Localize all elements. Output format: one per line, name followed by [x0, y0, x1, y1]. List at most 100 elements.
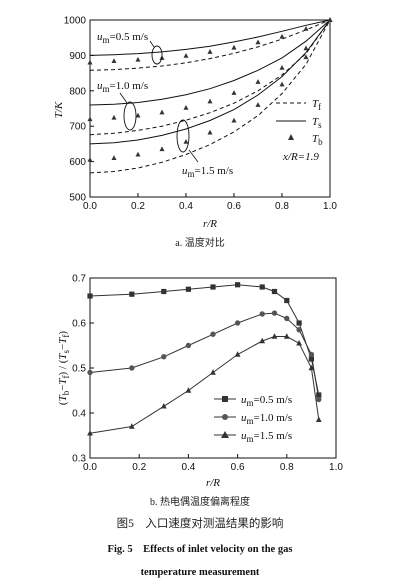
series-tb-1.5-point: [135, 151, 141, 157]
chart-a-callout-line-0.5: [149, 40, 155, 48]
chart-b-x-tick-label: 0.8: [280, 462, 294, 473]
series-2-point: [308, 364, 315, 371]
series-tb-1.5-point: [111, 155, 117, 161]
series-2-point: [87, 430, 93, 436]
chart-b: 0.3 0.4 0.5 0.6 0.7 0.0 0.2 0.4 0.6 0.8 1.0 (Tb−T…: [57, 274, 343, 509]
legend-0.5-label: um=0.5 m/s: [241, 394, 292, 408]
series-2-point: [234, 351, 241, 357]
series-tb-1.0-point: [183, 104, 189, 110]
series-0-point: [185, 286, 191, 292]
series-tb-1.0-point: [279, 64, 285, 70]
chart-a-x-tick-label: 0.6: [227, 201, 241, 212]
series-tb-1.5-point: [87, 157, 93, 162]
series-1-point: [161, 354, 167, 360]
chart-b-caption: b. 热电偶温度偏离程度: [150, 495, 250, 508]
figure-caption-en-line2: temperature measurement: [141, 567, 260, 578]
chart-b-x-tick-label: 0.4: [181, 462, 195, 473]
chart-a-velocity-label-0.5: um=0.5 m/s: [97, 31, 148, 45]
legend-1.5-label: um=1.5 m/s: [241, 430, 292, 444]
chart-a-callout-ellipse-1.5: [176, 119, 190, 153]
chart-a-frame: [89, 19, 331, 198]
series-tb-1.5-point: [279, 81, 285, 87]
chart-b-y-tick-label: 0.5: [72, 364, 86, 375]
series-1-point: [284, 315, 290, 322]
series-0-point: [210, 284, 216, 290]
series-1-point: [316, 396, 322, 403]
legend-0.5-marker: [222, 396, 228, 402]
series-1-point: [271, 310, 278, 316]
legend-tf-label: Tf: [312, 98, 321, 112]
series-tf-1.0-line: [89, 19, 331, 136]
series-1-point: [259, 311, 265, 317]
series-1-point: [296, 327, 302, 333]
series-tb-1.0-point: [135, 112, 141, 118]
chart-a-y-tick-label: 1000: [64, 16, 87, 27]
chart-a-y-tick-label: 900: [69, 51, 86, 62]
series-1-point: [210, 331, 216, 337]
chart-b-x-tick-label: 0.6: [231, 462, 245, 473]
series-2-point: [210, 369, 216, 375]
series-0-point: [308, 356, 314, 362]
chart-a-y-axis-label: T/K: [53, 101, 65, 118]
legend-tb-marker: [288, 134, 294, 140]
series-tb-1.0-point: [159, 109, 165, 115]
series-tf-1.5-line: [89, 19, 331, 174]
series-2-point: [160, 403, 167, 409]
legend-1.0-label: um=1.0 m/s: [241, 412, 292, 426]
series-tb-1.5-point: [183, 138, 189, 144]
series-0-point: [129, 291, 135, 297]
series-tb-1.0-point: [111, 114, 117, 120]
series-tb-1.5-point: [159, 146, 165, 152]
chart-a-legend: Tf Ts Tb x/R=1.9: [276, 98, 323, 163]
chart-a-y-tick-label: 700: [69, 122, 86, 133]
series-2-point: [271, 333, 278, 339]
series-2-point: [296, 340, 302, 346]
series-tb-1.5-point: [327, 17, 333, 22]
chart-a-caption: a. 温度对比: [175, 236, 224, 249]
series-2-point: [283, 333, 290, 339]
series-tb-1.0-point: [87, 116, 93, 122]
chart-b-y-tick-label: 0.4: [72, 409, 86, 420]
chart-a-x-tick-label: 0.8: [275, 201, 289, 212]
chart-b-x-tick-label: 0.0: [83, 462, 97, 473]
series-tb-0.5-point: [111, 58, 117, 64]
series-0-point: [271, 288, 278, 295]
chart-a-callout-ellipse-0.5: [151, 45, 163, 65]
series-2-point: [259, 337, 266, 344]
series-tb-0.5-point: [279, 33, 285, 39]
series-0-point: [296, 320, 302, 326]
series-tf-0.5-line: [89, 19, 331, 71]
svg-text:(Tb−Tf) / (Ts−Tf): (Tb−Tf) / (Ts−Tf): [57, 331, 71, 406]
legend-tb-label: Tb: [312, 133, 323, 147]
series-tb-1.0-point: [303, 45, 309, 51]
series-0-point: [235, 282, 241, 288]
series-0-point: [284, 297, 290, 304]
chart-a-callout-ellipse-1.0: [123, 101, 137, 131]
chart-a-x-tick-label: 0.2: [131, 201, 145, 212]
chart-a-annotation: x/R=1.9: [282, 151, 319, 163]
series-1-point: [185, 342, 192, 349]
chart-a-x-ticks: 0.0 0.2 0.4 0.6 0.8 1.0: [83, 193, 337, 212]
series-1-point: [129, 365, 135, 371]
chart-a-velocity-label-1.5: um=1.5 m/s: [182, 165, 233, 179]
svg-text:um=1.0 m/s: um=1.0 m/s: [97, 80, 148, 94]
chart-a: 500 600 700 800 900 1000 0.0 0.2 0.4 0.6 0.8 1.0 T…: [53, 16, 337, 250]
chart-a-callout-line-1.0: [119, 92, 128, 104]
chart-b-x-axis-label: r/R: [206, 477, 220, 489]
series-tb-0.5-point: [135, 56, 141, 62]
series-ts-1.0-line: [89, 19, 331, 106]
chart-a-y-tick-label: 800: [69, 86, 86, 97]
series-1-point: [234, 320, 241, 326]
chart-b-y-tick-label: 0.7: [72, 274, 86, 285]
series-2-point: [315, 416, 322, 422]
chart-b-y-ticks: 0.3 0.4 0.5 0.6 0.7: [72, 274, 94, 465]
chart-a-y-ticks: 500 600 700 800 900 1000: [64, 16, 94, 204]
series-tb-1.5-point: [255, 102, 261, 107]
series-tb-0.5-point: [303, 26, 309, 31]
series-tb-0.5-point: [207, 49, 213, 54]
chart-a-x-tick-label: 0.0: [83, 201, 97, 212]
series-0-point: [161, 288, 167, 295]
chart-a-x-axis-label: r/R: [203, 218, 217, 230]
legend-ts-label: Ts: [312, 116, 322, 130]
series-ts-1.5-line: [89, 19, 331, 145]
